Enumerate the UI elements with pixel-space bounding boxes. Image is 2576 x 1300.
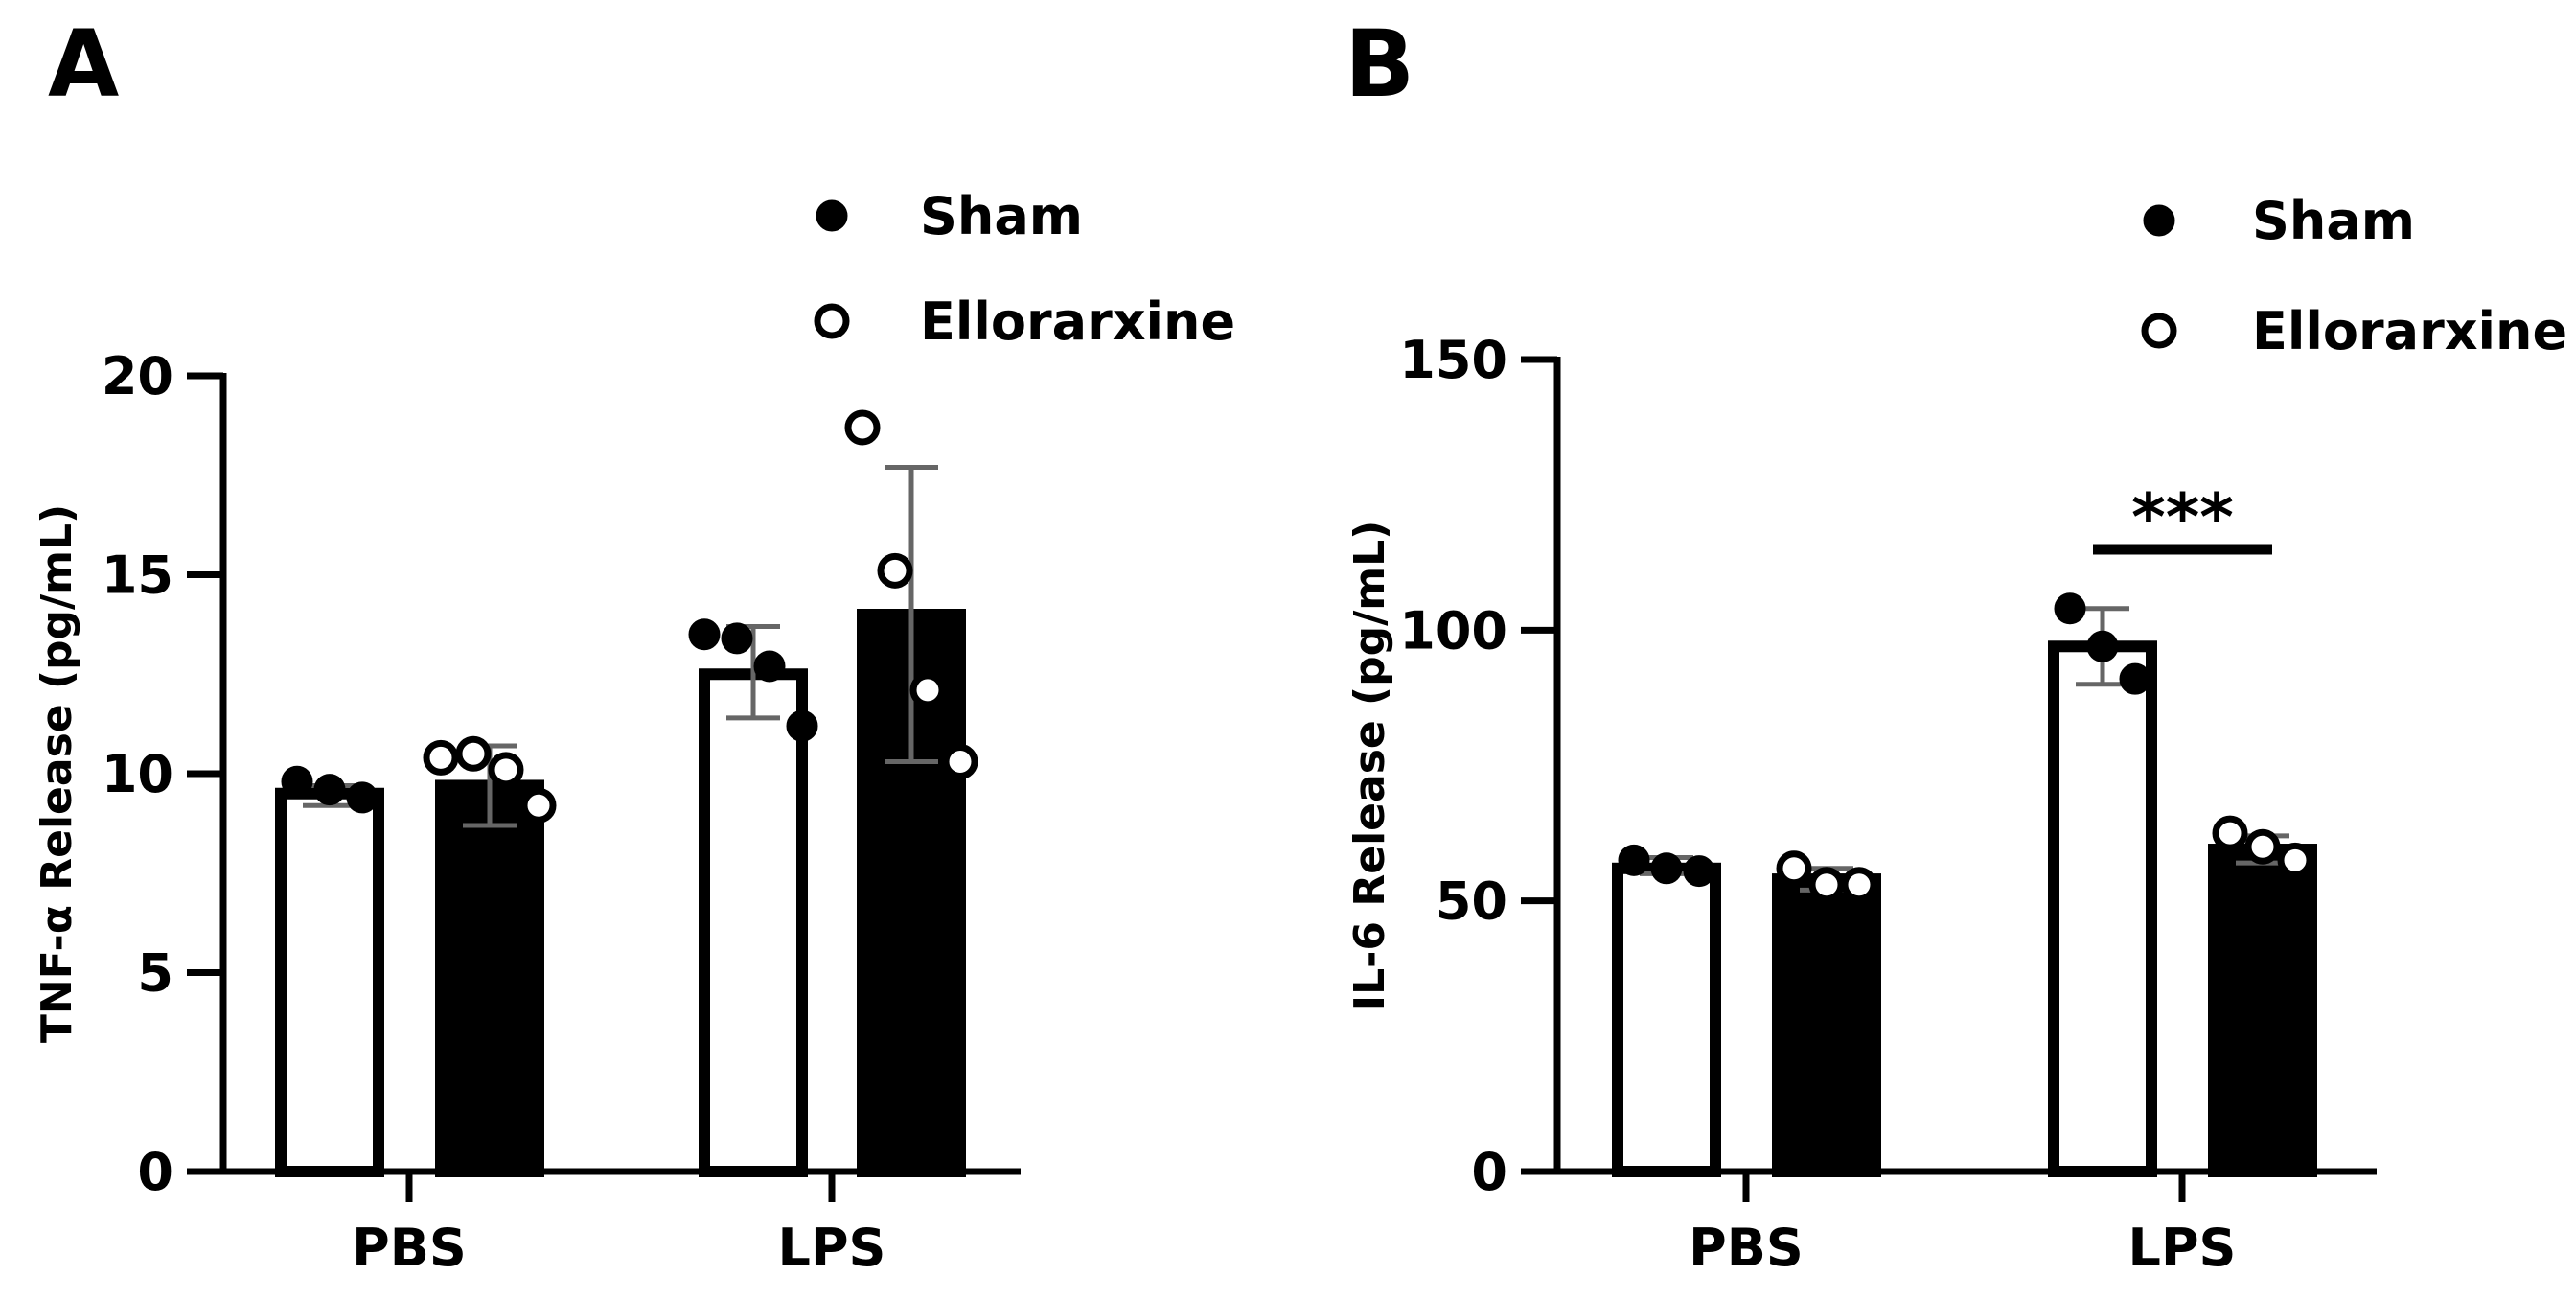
data-point — [455, 735, 492, 772]
data-point — [942, 744, 978, 780]
data-point — [1618, 844, 1650, 876]
legend-marker-ellorarxine — [814, 303, 850, 339]
bar-1-3 — [2208, 844, 2317, 1177]
legend-marker-ellorarxine — [2141, 313, 2177, 349]
data-point — [721, 622, 753, 655]
data-point — [1650, 852, 1683, 885]
data-point — [313, 774, 346, 806]
data-point — [346, 781, 379, 814]
data-point — [423, 739, 459, 776]
x-tick-label-lps: LPS — [2128, 1218, 2237, 1278]
data-point — [1683, 855, 1715, 888]
data-point — [753, 650, 786, 683]
data-point — [1841, 867, 1877, 903]
data-point — [909, 672, 946, 708]
data-point — [2244, 828, 2281, 865]
legend-label-ellorarxine: Ellorarxine — [2252, 301, 2567, 361]
data-point — [2277, 842, 2313, 878]
y-axis-label: IL-6 Release (pg/mL) — [1346, 521, 1394, 1010]
data-point — [2119, 662, 2151, 695]
x-tick-label-lps: LPS — [778, 1218, 886, 1278]
y-tick-label: 5 — [137, 943, 173, 1004]
y-tick-label: 0 — [137, 1142, 173, 1202]
legend-label-sham: Sham — [2252, 191, 2415, 251]
bar-0-1 — [1772, 873, 1881, 1178]
data-point — [1808, 867, 1845, 903]
y-tick-label: 10 — [102, 744, 173, 804]
data-point — [2086, 630, 2119, 662]
data-point — [2054, 592, 2086, 625]
chart-panel-a: A 0 5 10 15 20 PBS LPS TNF-α Release (pg/mL) Sham… — [33, 11, 1235, 1278]
panel-letter: B — [1345, 11, 1414, 118]
data-point — [281, 765, 313, 798]
panel-letter: A — [48, 11, 119, 118]
y-tick-label: 0 — [1471, 1142, 1507, 1202]
legend-label-ellorarxine: Ellorarxine — [920, 291, 1235, 352]
x-tick-label-pbs: PBS — [352, 1218, 467, 1278]
x-tick-label-pbs: PBS — [1689, 1218, 1804, 1278]
data-point — [1776, 850, 1812, 887]
bar-1-2 — [699, 668, 808, 1177]
legend-label-sham: Sham — [920, 186, 1083, 246]
y-tick-label: 15 — [102, 546, 173, 606]
y-tick-label: 20 — [102, 346, 173, 406]
bar-0-1 — [435, 779, 544, 1177]
y-axis-label: TNF-α Release (pg/mL) — [33, 504, 81, 1043]
y-tick-label: 50 — [1436, 871, 1507, 932]
y-tick-label: 100 — [1399, 600, 1507, 661]
data-point — [488, 752, 524, 788]
bar-1-2 — [2048, 640, 2157, 1177]
legend-marker-sham — [816, 199, 848, 232]
data-point — [844, 409, 881, 446]
legend-marker-sham — [2143, 204, 2175, 237]
data-point — [520, 787, 557, 824]
chart-panel-b: B 0 50 100 150 PBS LPS IL-6 Release (pg/mL) Sham… — [1345, 11, 2567, 1278]
data-point — [877, 552, 913, 589]
data-point — [688, 618, 721, 651]
bar-0-0 — [275, 787, 384, 1177]
bar-0-0 — [1612, 862, 1721, 1178]
y-tick-label: 150 — [1399, 330, 1507, 390]
data-point — [786, 709, 818, 742]
data-point — [2212, 815, 2248, 851]
significance-stars: *** — [2131, 480, 2234, 556]
